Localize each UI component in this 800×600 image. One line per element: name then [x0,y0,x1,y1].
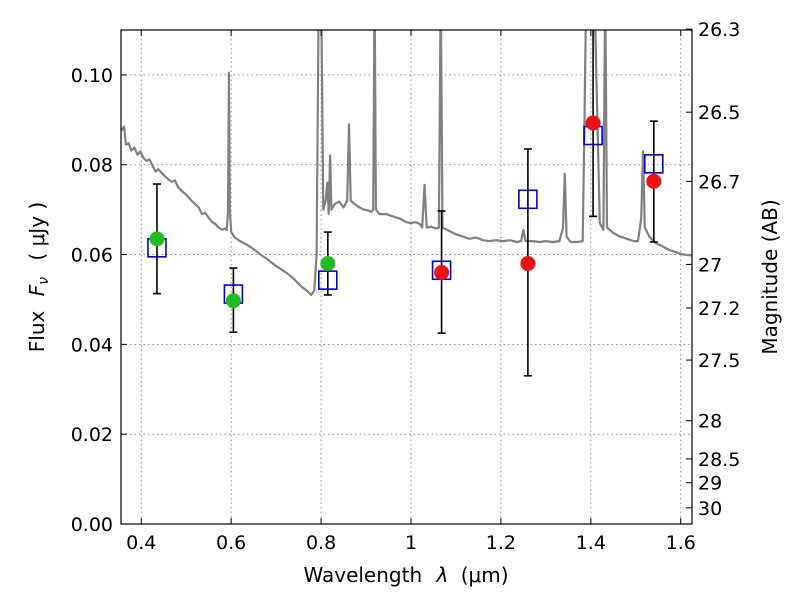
x-tick-label: 1.2 [486,532,516,554]
model-photometry-square [318,270,338,290]
right-tick-label: 28 [698,411,722,433]
x-axis-label-symbol: λ [436,563,449,587]
y-tick-label: 0.08 [71,155,113,177]
model-spectrum-layer [121,30,692,297]
nir-detection-point [434,265,450,281]
x-tick-label: 0.6 [216,532,246,554]
x-axis-label-unit: (μm) [461,563,509,587]
right-tick-label: 27.5 [698,350,740,372]
right-tick-label: 26.3 [698,19,740,41]
optical-detection-point [149,231,165,247]
right-tick-label: 26.7 [698,171,740,193]
y-axis-label-unit: ( μJy ) [25,202,49,261]
model-spectrum-line [121,30,692,297]
y-axis-label-symbol: F [25,284,49,296]
right-tick-label: 28.5 [698,449,740,471]
right-tick-label: 27 [698,254,722,276]
x-axis-label: Wavelength λ (μm) [303,563,508,587]
data-point-layer [147,115,664,309]
model-photometry-square [643,154,664,174]
y-axis-label-prefix: Flux [25,310,49,352]
y-tick-label: 0.04 [71,334,113,356]
nir-detection-point [520,256,536,272]
x-tick-label: 0.8 [306,532,336,554]
y-tick-label: 0.00 [71,514,113,536]
optical-detection-point [225,293,241,309]
axis-ticks: 0.4 0.6 0.8 1 1.2 1.4 1.6 0.00 0.02 0.04 0.06 0.08 0… [71,19,741,554]
errorbar-layer [152,30,658,377]
y-tick-label: 0.10 [71,65,113,87]
x-tick-label: 0.4 [126,532,156,554]
x-tick-label: 1.4 [576,532,606,554]
y-axis-label-right: Magnitude (AB) [758,199,782,354]
model-photometry-square [518,189,538,210]
right-tick-label: 29 [698,473,722,495]
optical-detection-point [320,256,336,272]
nir-detection-point [585,115,601,131]
right-tick-label: 30 [698,498,722,520]
right-tick-label: 26.5 [698,102,740,124]
x-tick-label: 1 [405,532,417,554]
plot-frame [120,29,693,525]
y-tick-label: 0.06 [71,245,113,267]
right-tick-label: 27.2 [698,298,740,320]
y-tick-label: 0.02 [71,424,113,446]
nir-detection-point [646,173,662,189]
y-axis-label-subscript: ν [36,277,52,285]
y-axis-label-left: Flux Fν ( μJy ) [25,202,53,352]
x-tick-label: 1.6 [666,532,696,554]
x-axis-label-prefix: Wavelength [303,563,422,587]
